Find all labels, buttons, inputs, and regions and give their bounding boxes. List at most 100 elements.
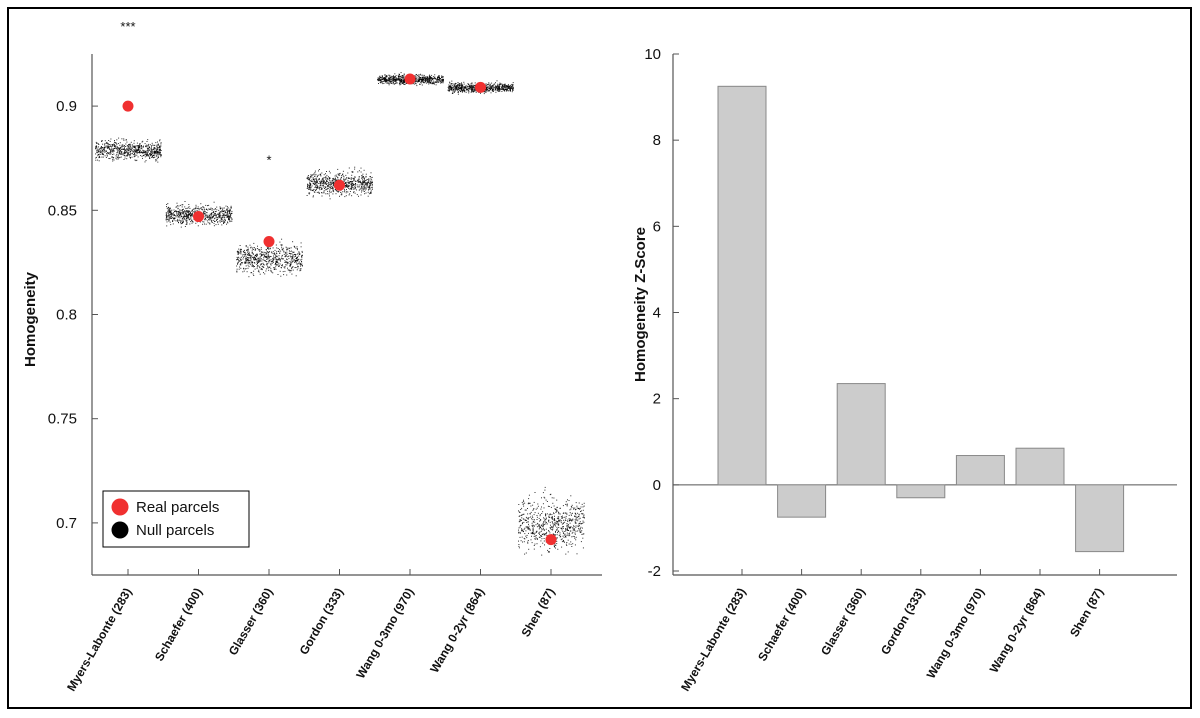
null-point (355, 183, 357, 185)
null-point (349, 193, 351, 195)
null-point (285, 255, 287, 257)
null-point (383, 81, 385, 82)
null-point (393, 78, 395, 79)
null-point (543, 496, 545, 498)
null-point (281, 257, 283, 259)
null-point (346, 178, 348, 180)
null-point (291, 273, 293, 275)
null-point (315, 188, 317, 190)
null-point (393, 79, 395, 81)
null-point (370, 184, 371, 186)
null-point (248, 276, 250, 278)
null-point (191, 213, 193, 215)
null-point (521, 514, 523, 516)
null-point (553, 525, 554, 527)
null-point (450, 84, 452, 86)
null-point (345, 186, 347, 188)
null-point (292, 258, 294, 260)
null-point (293, 252, 295, 253)
null-point (176, 202, 178, 204)
null-point (97, 155, 99, 157)
null-point (159, 154, 161, 156)
null-point (428, 80, 430, 82)
null-point (332, 193, 334, 195)
null-point (419, 79, 421, 80)
null-point (471, 82, 473, 84)
null-point (297, 263, 299, 265)
null-point (110, 148, 112, 150)
null-point (102, 148, 104, 150)
null-point (362, 180, 364, 182)
null-point (572, 529, 574, 531)
null-point (386, 76, 388, 78)
null-point (272, 262, 274, 263)
null-point (300, 242, 302, 244)
null-point (465, 87, 467, 89)
null-point (531, 522, 533, 524)
null-point (427, 80, 429, 82)
null-point (345, 174, 347, 176)
null-point (145, 146, 147, 148)
null-point (216, 218, 218, 220)
null-point (349, 177, 350, 179)
null-point (294, 246, 296, 248)
null-point (292, 251, 294, 253)
null-point (457, 93, 459, 95)
null-point (105, 150, 107, 152)
null-point (569, 532, 570, 534)
null-point (332, 188, 334, 190)
null-point (255, 248, 257, 250)
null-point (502, 87, 504, 89)
null-point (540, 535, 541, 537)
null-point (379, 75, 381, 77)
null-point (497, 90, 499, 92)
null-point (426, 79, 428, 81)
null-point (364, 184, 365, 186)
null-point (538, 517, 540, 519)
null-point (138, 148, 140, 150)
null-point (289, 252, 290, 254)
null-point (177, 220, 179, 222)
null-point (497, 89, 499, 91)
null-point (562, 532, 564, 534)
null-point (123, 139, 125, 141)
null-point (557, 532, 558, 534)
null-point (207, 205, 208, 207)
null-point (142, 157, 143, 159)
null-point (447, 86, 449, 88)
zscore-bar (896, 484, 946, 499)
null-point (487, 88, 489, 90)
null-point (471, 90, 473, 92)
null-point (553, 545, 555, 547)
null-point (542, 526, 544, 528)
null-point (501, 88, 503, 90)
null-point (226, 216, 228, 218)
null-point (247, 258, 249, 260)
null-point (532, 530, 534, 532)
null-point (121, 149, 123, 150)
null-point (289, 270, 291, 271)
null-point (256, 259, 258, 261)
null-point (361, 176, 363, 178)
null-point (426, 76, 428, 78)
null-point (281, 255, 283, 257)
null-point (285, 255, 287, 257)
null-point (464, 86, 465, 88)
null-point (112, 150, 114, 152)
null-point (494, 87, 496, 89)
null-point (204, 209, 206, 210)
null-point (106, 143, 108, 144)
null-point (148, 151, 149, 153)
null-point (237, 251, 239, 253)
null-point (369, 188, 371, 190)
null-point (156, 144, 158, 146)
null-point (260, 268, 262, 270)
null-point (259, 253, 261, 255)
null-point (307, 187, 309, 189)
null-point (272, 253, 274, 255)
null-point (117, 154, 119, 156)
null-point (347, 186, 349, 188)
null-point (157, 147, 159, 149)
null-point (563, 541, 565, 543)
null-point (532, 528, 534, 530)
